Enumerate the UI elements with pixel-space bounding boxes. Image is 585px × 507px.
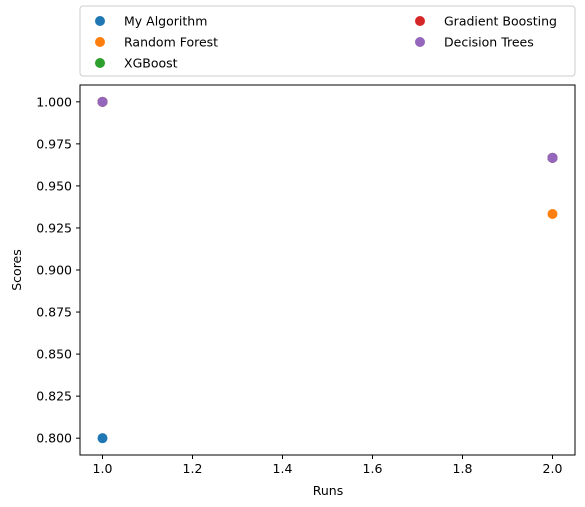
point-decision-trees [97,96,108,107]
legend-label-random-forest: Random Forest [124,35,218,50]
y-tick-label: 0.875 [36,305,72,320]
point-my-algorithm [97,433,108,444]
y-tick-label: 0.850 [36,347,72,362]
legend-marker-my-algorithm [95,16,105,26]
axes-frame [79,84,576,456]
y-axis-label: Scores [9,249,24,291]
y-tick-label: 0.825 [36,389,72,404]
x-axis: 1.0 1.2 1.4 1.6 1.8 2.0 [93,455,563,476]
y-tick-label: 0.925 [36,220,72,235]
legend-label-decision-trees: Decision Trees [444,35,534,50]
legend-marker-decision-trees [415,37,425,47]
legend: My Algorithm Random Forest XGBoost Gradient… [79,5,576,77]
legend-box [79,5,576,77]
point-random-forest [547,208,558,219]
point-decision-trees [547,152,558,163]
y-tick-label: 0.975 [36,136,72,151]
x-tick-label: 1.0 [93,461,113,476]
legend-marker-xgboost [95,58,105,68]
x-tick-label: 2.0 [543,461,563,476]
plot-area [79,84,576,456]
legend-label-xgboost: XGBoost [124,56,178,71]
y-tick-label: 1.000 [36,94,72,109]
y-tick-label: 0.950 [36,178,72,193]
y-tick-label: 0.800 [36,431,72,446]
x-tick-label: 1.4 [273,461,293,476]
y-axis: 0.800 0.825 0.850 0.875 0.900 0.925 0.950 0.975… [36,94,80,446]
x-tick-label: 1.6 [363,461,383,476]
x-axis-label: Runs [313,483,343,498]
legend-marker-random-forest [95,37,105,47]
x-tick-label: 1.8 [453,461,473,476]
y-tick-label: 0.900 [36,263,72,278]
legend-label-gradient-boosting: Gradient Boosting [444,14,557,29]
x-tick-label: 1.2 [183,461,203,476]
legend-marker-gradient-boosting [415,16,425,26]
legend-label-my-algorithm: My Algorithm [124,14,207,29]
